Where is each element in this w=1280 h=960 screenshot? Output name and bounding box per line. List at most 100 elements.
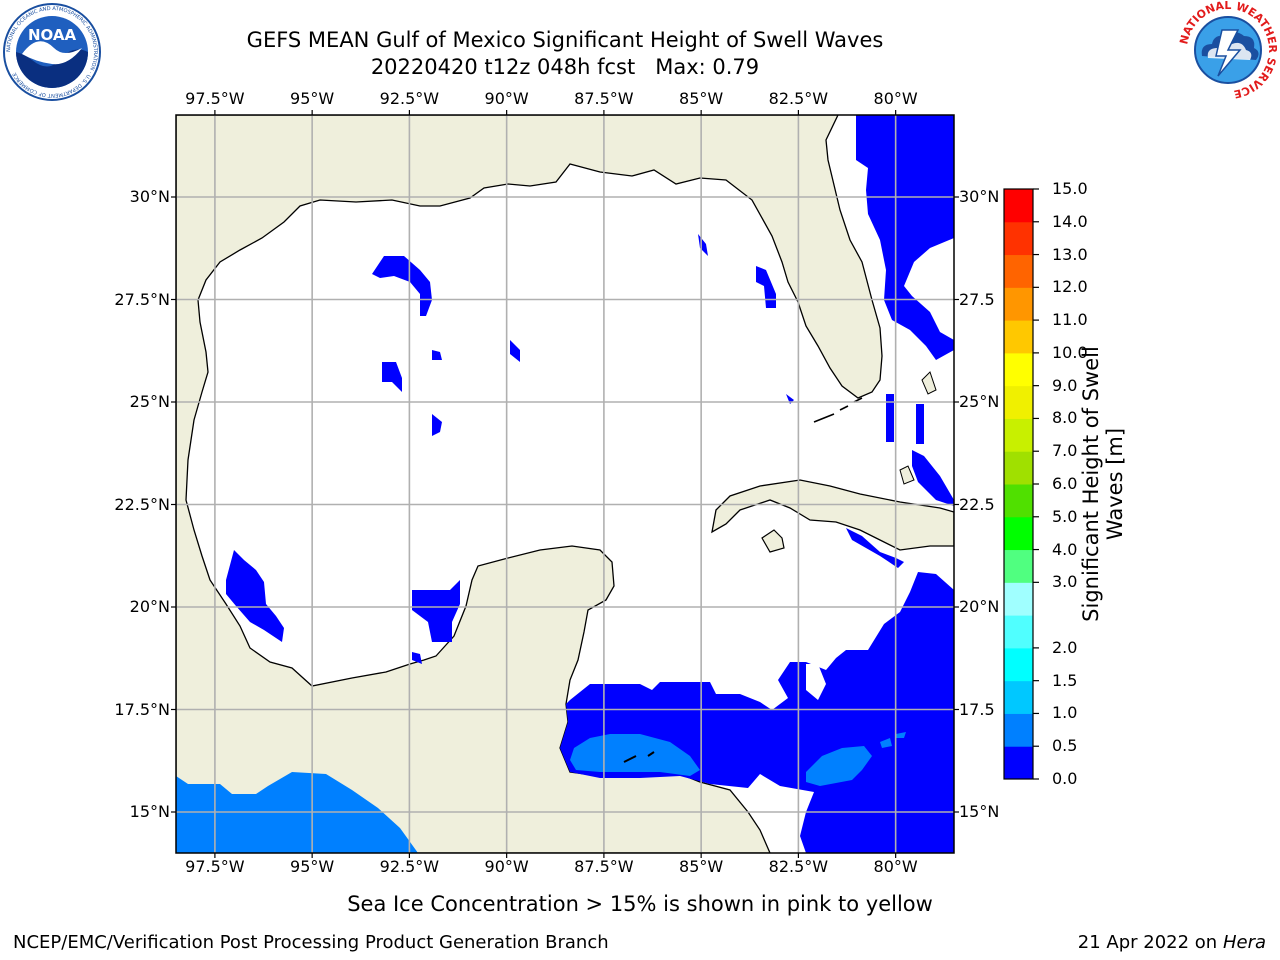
colorbar-tick-label: 1.5 bbox=[1052, 670, 1078, 690]
colorbar-tick-label: 7.0 bbox=[1052, 441, 1078, 461]
bay-islands bbox=[623, 751, 655, 763]
lon-tick-label-top: 90°W bbox=[484, 89, 529, 108]
colorbar-segment bbox=[1004, 746, 1033, 780]
colorbar-segment bbox=[1004, 287, 1033, 321]
colorbar-frame bbox=[1003, 188, 1034, 780]
date-label: 21 Apr 2022 on bbox=[1077, 932, 1223, 953]
colorbar-segment bbox=[1004, 582, 1033, 616]
colorbar-segment bbox=[1004, 418, 1033, 452]
lon-tick-label-bottom: 90°W bbox=[484, 857, 529, 876]
lat-tick-label-left: 17.5°N bbox=[114, 699, 170, 719]
lat-tick-label-right: 25°N bbox=[959, 392, 1000, 411]
colorbar-segment bbox=[1004, 516, 1033, 551]
swell-gap-caribbean bbox=[806, 664, 826, 700]
colorbar-segment bbox=[1004, 615, 1033, 649]
colorbar-tick-label: 3.0 bbox=[1052, 572, 1078, 592]
map-area bbox=[176, 115, 954, 853]
colorbar-tick-label: 4.0 bbox=[1052, 539, 1078, 559]
swell-patch-nw-gulf bbox=[372, 256, 432, 316]
colorbar-tick-label: 10.0 bbox=[1052, 342, 1088, 362]
lon-tick-label-top: 97.5°W bbox=[185, 89, 245, 108]
lat-tick-label-left: 20°N bbox=[129, 597, 170, 616]
colorbar-segment bbox=[1004, 647, 1033, 682]
noaa-logo-icon: NOAA NATIONAL OCEANIC AND ATMOSPHERIC AD… bbox=[3, 3, 101, 101]
colorbar-segment bbox=[1004, 254, 1033, 288]
swell-caribbean bbox=[560, 572, 954, 853]
colorbar-tick-label: 15.0 bbox=[1052, 179, 1088, 198]
nws-logo-icon: NATIONAL WEATHER SERVICE bbox=[1178, 0, 1278, 100]
lon-tick-label-top: 82.5°W bbox=[768, 89, 829, 108]
colorbar-segment bbox=[1004, 385, 1033, 419]
colorbar-segment bbox=[1004, 451, 1033, 485]
date-text: 21 Apr 2022 on Hera bbox=[1078, 932, 1266, 954]
colorbar-segment bbox=[1004, 680, 1033, 714]
lon-tick-label-bottom: 97.5°W bbox=[185, 857, 245, 876]
frame-ticks bbox=[171, 110, 959, 858]
colorbar-segment bbox=[1004, 221, 1033, 256]
colorbar-segment bbox=[1004, 484, 1033, 518]
lon-tick-label-bottom: 85°W bbox=[679, 857, 724, 876]
lat-tick-label-right: 20°N bbox=[959, 597, 1000, 616]
land-north-america bbox=[176, 115, 883, 853]
colorbar-tick-label: 14.0 bbox=[1052, 211, 1088, 231]
colorbar-tick-label: 6.0 bbox=[1052, 474, 1078, 493]
colorbar-tick-label: 13.0 bbox=[1052, 244, 1088, 264]
swell-patch-3 bbox=[382, 362, 402, 392]
lat-tick-label-right: 22.5 bbox=[959, 494, 995, 514]
colorbar-tick-label: 9.0 bbox=[1052, 375, 1078, 395]
swell-patch-1 bbox=[432, 350, 442, 360]
lat-tick-label-left: 30°N bbox=[129, 187, 170, 206]
colorbar-label-line1: Significant Height of Swell bbox=[1079, 346, 1103, 622]
host-label: Hera bbox=[1222, 932, 1266, 953]
lon-tick-label-bottom: 95°W bbox=[290, 857, 335, 876]
colorbar-segment bbox=[1004, 320, 1033, 354]
lat-tick-label-right: 17.5 bbox=[959, 699, 995, 719]
lon-tick-label-bottom: 82.5°W bbox=[768, 857, 829, 876]
colorbar-segment bbox=[1004, 549, 1033, 583]
noaa-logo: NOAA NATIONAL OCEANIC AND ATMOSPHERIC AD… bbox=[2, 2, 102, 102]
swell-band-0-0.5 bbox=[226, 115, 954, 853]
lon-tick-label-bottom: 87.5°W bbox=[574, 857, 634, 876]
lon-tick-label-bottom: 92.5°W bbox=[379, 857, 440, 876]
lon-tick-label-bottom: 80°W bbox=[873, 857, 918, 876]
lon-tick-label-top: 80°W bbox=[873, 89, 918, 108]
chart-title-line2: 20220420 t12z 048h fcst Max: 0.79 bbox=[370, 55, 760, 79]
colorbar-segment bbox=[1004, 189, 1033, 223]
lon-tick-label-top: 92.5°W bbox=[379, 89, 440, 108]
swell-caribbean-small bbox=[880, 732, 906, 748]
colorbar bbox=[1004, 188, 1039, 780]
swell-patch-6 bbox=[756, 266, 776, 308]
chart-title-line1: GEFS MEAN Gulf of Mexico Significant Hei… bbox=[246, 28, 884, 52]
colorbar-tick-label: 5.0 bbox=[1052, 506, 1078, 526]
graticule bbox=[176, 115, 954, 853]
colorbar-label-line2: Waves [m] bbox=[1103, 427, 1127, 541]
swell-bahamas-channel bbox=[886, 394, 954, 506]
lat-tick-label-left: 25°N bbox=[129, 392, 170, 411]
swell-patch-2 bbox=[510, 340, 520, 362]
land-isla-juventud bbox=[761, 529, 785, 553]
map-frame bbox=[175, 114, 955, 854]
swell-patch-8 bbox=[412, 652, 422, 664]
swell-caribbean-central bbox=[806, 746, 872, 786]
colorbar-tick-label: 2.0 bbox=[1052, 637, 1078, 657]
colorbar-tick-label: 0.5 bbox=[1052, 736, 1078, 756]
noaa-logo-text: NOAA bbox=[28, 26, 77, 44]
nws-logo: NATIONAL WEATHER SERVICE bbox=[1178, 0, 1278, 100]
swell-patch-bay-campeche-e bbox=[412, 580, 460, 642]
colorbar-tick-label: 8.0 bbox=[1052, 408, 1078, 428]
colorbar-segment bbox=[1004, 352, 1033, 387]
swell-caribbean-honduras bbox=[570, 734, 700, 776]
lat-tick-label-left: 27.5°N bbox=[114, 289, 170, 309]
swell-atlantic-east bbox=[856, 115, 954, 360]
swell-patch-bay-campeche-w bbox=[226, 550, 284, 642]
lon-tick-label-top: 85°W bbox=[679, 89, 724, 108]
swell-patch-4 bbox=[432, 414, 442, 436]
lon-tick-label-top: 87.5°W bbox=[574, 89, 634, 108]
lat-tick-label-right: 30°N bbox=[959, 187, 1000, 206]
lat-tick-label-left: 15°N bbox=[129, 802, 170, 821]
colorbar-tick-label: 0.0 bbox=[1052, 769, 1078, 788]
colorbar-tick-label: 1.0 bbox=[1052, 703, 1078, 723]
swell-cuba-south bbox=[846, 528, 904, 568]
lat-tick-label-left: 22.5°N bbox=[114, 494, 170, 514]
